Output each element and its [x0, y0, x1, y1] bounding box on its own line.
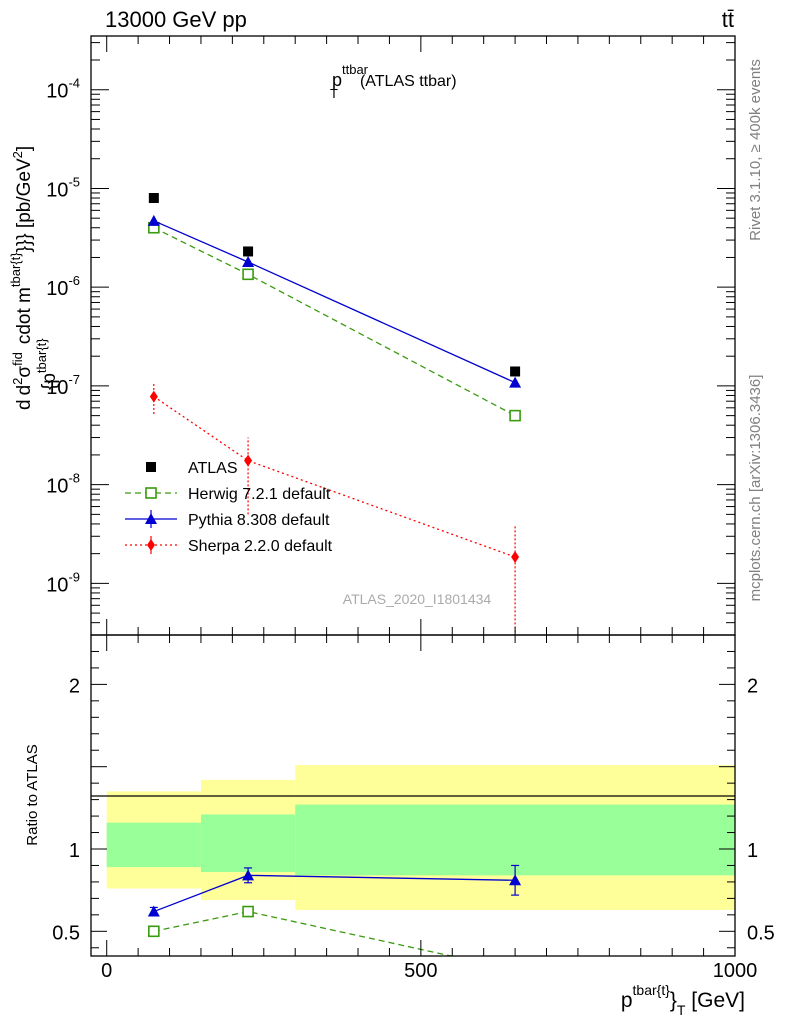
legend-herwig-label: Herwig 7.2.1 default — [188, 486, 331, 503]
main-y-axis-label: dd2σfidcdot mtbar{t}}}} [pb/GeV2] {ptbar… — [8, 146, 60, 410]
main-y-tick-label: 10-4 — [46, 76, 80, 103]
band-inner — [106, 822, 201, 868]
rivet-label: Rivet 3.1.10, ≥ 400k events — [747, 59, 764, 241]
ratio-y-tick-label: 1 — [69, 840, 80, 862]
svg-text:{ptbar{t}: {ptbar{t} — [34, 338, 60, 390]
herwig-point — [242, 268, 254, 281]
ratio-tick-labels: 0.5 0.5 1 1 2 2 0 500 1000 — [52, 675, 775, 982]
main-y-tick-label: 10-9 — [46, 569, 80, 596]
ylabel-denom: {p — [39, 373, 60, 390]
ylabel-d: d — [14, 399, 35, 410]
main-axis-ticks — [91, 36, 736, 636]
ylabel-denom-sup: tbar{t} — [34, 338, 49, 373]
ratio-herwig-point — [148, 925, 160, 938]
plot-title: pttbar T (ATLAS ttbar) — [330, 62, 457, 101]
x-axis-label: ptbar{t}}T [GeV] — [621, 982, 745, 1018]
ylabel-m-sup: tbar{t} — [8, 252, 23, 287]
x-tick-label: 1000 — [713, 960, 758, 982]
sherpa-point — [149, 390, 158, 403]
main-y-tick-label: 10-6 — [46, 273, 80, 300]
x-tick-label: 500 — [404, 960, 437, 982]
main-data-marks — [147, 193, 522, 635]
pythia-point — [509, 376, 522, 388]
main-y-tick-label: 10-8 — [46, 471, 80, 498]
plot-title-sub: T — [330, 86, 338, 101]
plot-title-sup: ttbar — [342, 62, 369, 77]
atlas-point — [148, 193, 159, 204]
svg-text:dd2σfidcdot mtbar{t}}}} [pb/Ge: dd2σfidcdot mtbar{t}}}} [pb/GeV2] — [8, 146, 35, 410]
ratio-axis-ticks — [91, 635, 736, 956]
ratio-herwig-point — [510, 965, 520, 975]
pythia-point — [147, 214, 160, 226]
legend-atlas-marker — [146, 462, 156, 472]
ylabel-unit-sup: 2 — [10, 151, 25, 158]
atlas-point — [243, 246, 254, 257]
ratio-pythia-point — [509, 874, 522, 886]
ratio-y-axis-label: Ratio to ATLAS — [24, 744, 41, 845]
main-y-tick-labels: 10-4 10-5 10-6 10-7 10-8 10-9 — [46, 76, 80, 597]
herwig-line — [153, 227, 516, 417]
xlabel-base: p — [621, 989, 633, 1012]
main-y-tick-label: 10-7 — [46, 372, 80, 399]
ratio-plot: 0.5 0.5 1 1 2 2 0 500 1000 — [52, 634, 775, 982]
ratio-y-tick-label-right: 0.5 — [747, 922, 775, 944]
ratio-y-tick-label-right: 2 — [747, 675, 758, 697]
ratio-y-tick-label: 2 — [69, 675, 80, 697]
mcplots-label: mcplots.cern.ch [arXiv:1306.3436] — [747, 375, 764, 602]
ratio-pythia-point — [242, 869, 255, 881]
ratio-y-tick-label-right: 1 — [747, 840, 758, 862]
plot-title-base: p — [332, 70, 342, 90]
ylabel-mid: cdot m — [14, 287, 35, 344]
band-inner — [295, 804, 735, 876]
ylabel-end: ] — [14, 146, 35, 151]
legend-sherpa-label: Sherpa 2.2.0 default — [188, 538, 333, 555]
process-symbol: tt̄ — [722, 7, 734, 32]
xlabel-sup: tbar{t} — [633, 982, 671, 998]
legend-herwig-marker — [145, 487, 157, 499]
main-y-tick-label: 10-5 — [46, 174, 80, 201]
ratio-y-tick-label: 0.5 — [52, 922, 80, 944]
energy-label: 13000 GeV pp — [105, 7, 247, 32]
ylabel-sq: 2 — [10, 378, 25, 385]
sherpa-point — [511, 550, 520, 563]
ratio-herwig-line — [153, 910, 455, 956]
pythia-point — [242, 255, 255, 267]
band-inner — [200, 814, 296, 873]
xlabel-close: } — [670, 989, 677, 1012]
ratio-pythia-point — [147, 905, 160, 917]
legend: ATLAS Herwig 7.2.1 default Pythia 8.308 de… — [125, 460, 333, 555]
xlabel-sub: T — [677, 1002, 686, 1018]
pythia-line — [153, 220, 516, 384]
ylabel-sigma-sup: fid — [10, 352, 25, 366]
sherpa-point — [244, 454, 253, 467]
atlas-point — [510, 366, 521, 377]
herwig-point — [509, 409, 521, 422]
ratio-data-marks — [147, 864, 522, 975]
analysis-watermark: ATLAS_2020_I1801434 — [343, 591, 492, 607]
plot-title-text: (ATLAS ttbar) — [360, 73, 457, 90]
main-plot: 10-4 10-5 10-6 10-7 10-8 10-9 — [46, 35, 736, 636]
legend-pythia-marker — [145, 513, 157, 524]
legend-atlas-label: ATLAS — [188, 460, 238, 477]
ylabel-close: }}} [pb/GeV — [14, 158, 35, 252]
legend-pythia-label: Pythia 8.308 default — [188, 512, 330, 529]
legend-sherpa-marker — [147, 539, 155, 551]
ratio-herwig-point — [242, 905, 254, 918]
xlabel-unit: [GeV] — [685, 989, 745, 1012]
ylabel-d2: d — [14, 385, 35, 396]
ratio-uncertainty-bands — [106, 765, 735, 910]
ratio-frame — [90, 634, 736, 957]
x-tick-label: 0 — [101, 960, 112, 982]
